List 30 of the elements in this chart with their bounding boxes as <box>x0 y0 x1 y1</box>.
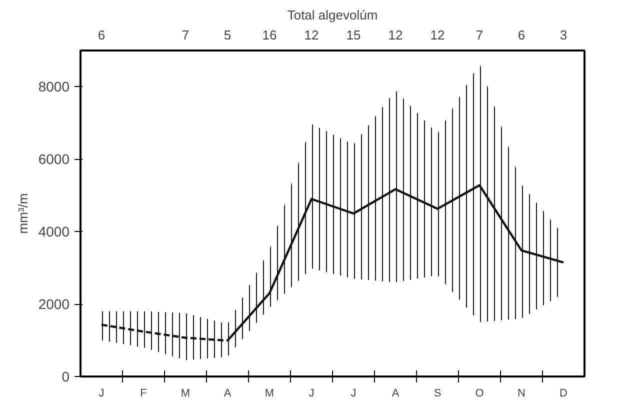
x-tick-label: J <box>98 388 104 400</box>
x-tick-label: F <box>140 388 148 400</box>
text: 12 <box>388 28 403 42</box>
x-tick-label: J <box>308 388 314 400</box>
x-tick-label: S <box>434 388 442 400</box>
x-tick-label: D <box>560 388 568 400</box>
text: 7 <box>182 28 190 42</box>
text: 6 <box>98 28 106 42</box>
x-tick-label: M <box>180 388 190 400</box>
y-axis-title: mm³/m <box>15 193 30 234</box>
x-tick-label: O <box>475 388 484 400</box>
text: 12 <box>304 28 319 42</box>
text: 5 <box>224 28 232 42</box>
y-tick-label: 4000 <box>38 224 70 240</box>
text: 16 <box>262 28 277 42</box>
x-tick-label: N <box>518 388 526 400</box>
y-tick-label: 6000 <box>38 151 70 168</box>
x-tick-label: A <box>392 388 400 400</box>
text: 12 <box>430 28 445 42</box>
x-tick-label: A <box>224 388 232 400</box>
y-tick-label: 0 <box>62 368 70 384</box>
y-tick-label: 8000 <box>38 78 70 95</box>
text: 6 <box>518 28 526 42</box>
text: 15 <box>346 28 361 42</box>
chart-title: Total algevolúm <box>287 8 378 22</box>
text: 7 <box>476 28 484 42</box>
x-tick-label: J <box>350 388 356 400</box>
y-tick-label: 2000 <box>38 296 70 312</box>
x-tick-label: M <box>264 388 274 400</box>
text: 3 <box>560 28 568 42</box>
